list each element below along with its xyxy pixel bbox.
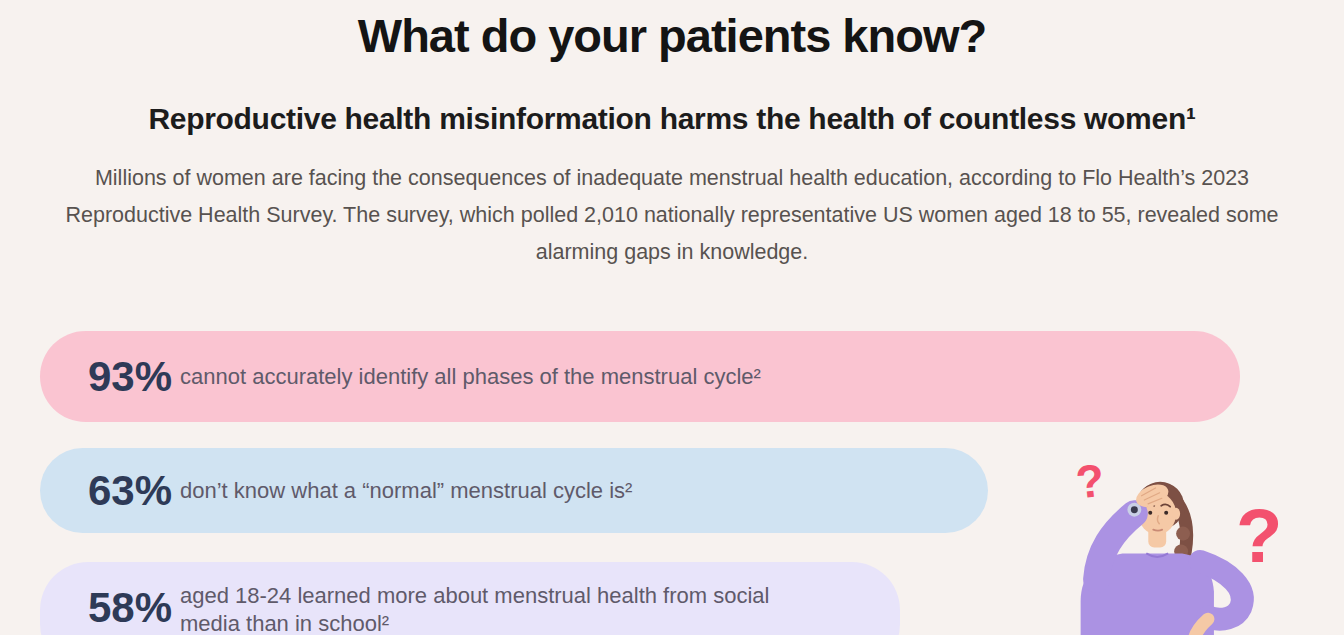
confused-woman-svg: [1050, 450, 1344, 639]
stat-text: don’t know what a “normal” menstrual cyc…: [180, 477, 632, 505]
stat-pill-normal-cycle: 63% don’t know what a “normal” menstrual…: [40, 448, 988, 533]
intro-paragraph: Millions of women are facing the consequ…: [57, 160, 1287, 271]
page-subtitle: Reproductive health misinformation harms…: [0, 102, 1344, 136]
bottom-edge-strip: [0, 635, 1344, 639]
stat-percent: 58%: [88, 584, 180, 632]
stat-percent: 63%: [88, 467, 180, 515]
stat-pill-cycle-phases: 93% cannot accurately identify all phase…: [40, 331, 1240, 422]
stat-pill-social-media: 58% aged 18-24 learned more about menstr…: [40, 562, 900, 639]
page-title: What do your patients know?: [0, 8, 1344, 63]
stat-text: aged 18-24 learned more about menstrual …: [180, 582, 825, 638]
stat-percent: 93%: [88, 353, 180, 401]
infographic-page: What do your patients know? Reproductive…: [0, 0, 1344, 639]
confused-woman-illustration: [1050, 450, 1344, 639]
stat-text: cannot accurately identify all phases of…: [180, 363, 761, 391]
